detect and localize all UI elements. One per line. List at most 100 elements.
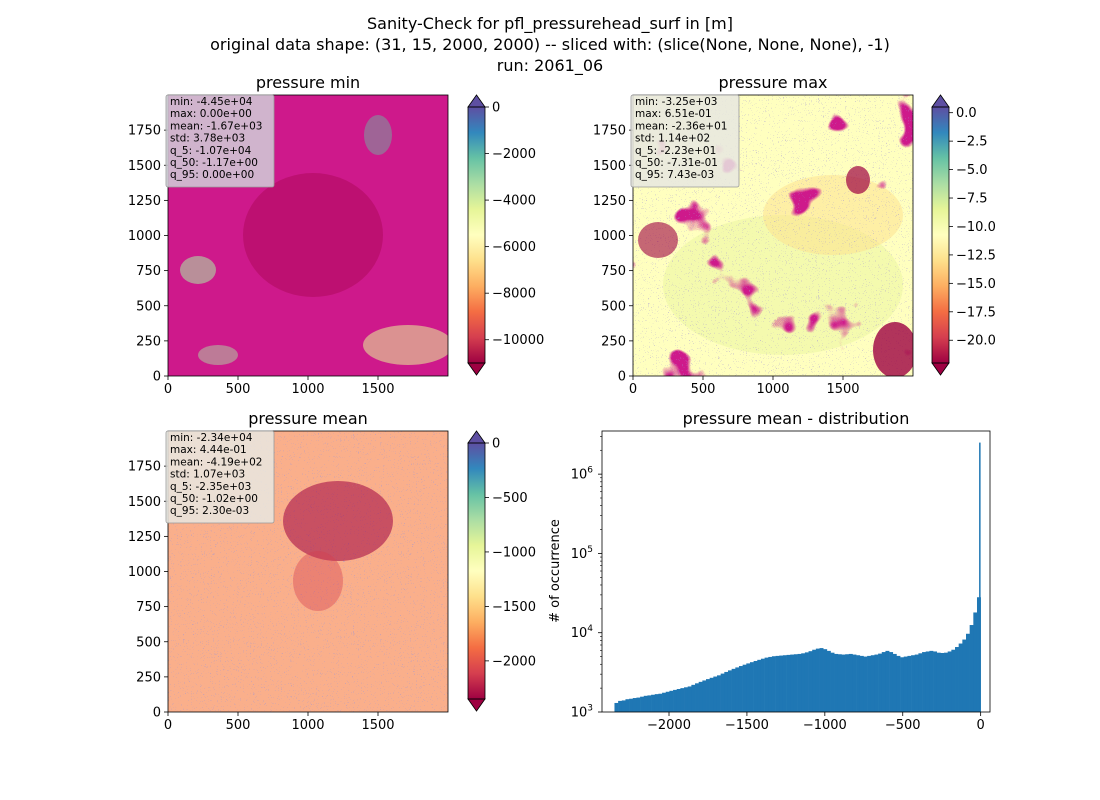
histogram-bar [654, 694, 659, 712]
stats-line: q_95: 2.30e-03 [170, 505, 249, 517]
colorbar-frame [467, 442, 486, 700]
y-tick-label: 1750 [128, 460, 161, 475]
histogram-bar [892, 653, 897, 712]
y-tick-label: 1000 [128, 229, 161, 244]
histogram-bar [746, 663, 751, 712]
colorbar-tick-label: −10.0 [956, 220, 996, 235]
histogram-bar [621, 700, 626, 712]
histogram-bars [614, 442, 981, 712]
histogram-bar [684, 687, 689, 712]
histogram-bar [716, 675, 721, 712]
x-tick-label: 500 [226, 718, 251, 733]
histogram-bar [826, 650, 831, 712]
y-tick-label: 750 [601, 264, 626, 279]
stats-line: std: 1.14e+02 [635, 133, 710, 145]
histogram-bar [618, 700, 623, 712]
stats-line: min: -2.34e+04 [170, 432, 253, 444]
histogram-bar [874, 654, 879, 712]
y-tick-label: 250 [601, 334, 626, 349]
histogram-bar [900, 657, 905, 712]
histogram-bar [870, 655, 875, 712]
histogram-bar [918, 653, 923, 712]
x-tick-label: 1000 [291, 718, 324, 733]
histogram-bar [614, 702, 619, 712]
histogram-bar [911, 655, 916, 712]
panel-title: pressure mean [248, 409, 368, 428]
histogram-bar [947, 651, 952, 712]
colorbar: 0.0 −2.5 −5.0 −7.5 −10.0 −12.5 −15.0 −17.5 −20.0 [931, 94, 996, 376]
histogram-bar [720, 673, 725, 712]
histogram-bar [669, 690, 674, 712]
histogram-bar [896, 655, 901, 712]
x-tick-label: 1500 [826, 382, 859, 397]
colorbar-extend-max [467, 94, 486, 108]
colorbar-tick-label: −6000 [492, 240, 536, 255]
histogram-bar [848, 653, 853, 712]
stats-line: q_95: 7.43e-03 [635, 169, 714, 181]
x-tick-label: −2000 [647, 718, 691, 733]
x-tick-label: 500 [226, 382, 251, 397]
colorbar-tick-label: −8000 [492, 287, 536, 302]
y-tick-label: 750 [136, 600, 161, 615]
histogram-bar [760, 658, 765, 712]
colorbar-tick-label: −2.5 [956, 135, 988, 150]
histogram-bar [863, 656, 868, 712]
y-tick-label: 1000 [593, 229, 626, 244]
histogram-bar [764, 657, 769, 712]
figure-title-line-2: original data shape: (31, 15, 2000, 2000… [210, 35, 890, 54]
y-tick-label: 1500 [128, 495, 161, 510]
colorbar-frame [467, 106, 486, 364]
y-tick-label: 1500 [593, 159, 626, 174]
y-tick-label: 1500 [128, 159, 161, 174]
y-tick-label: 1000 [128, 565, 161, 580]
heatmap-image [168, 431, 448, 712]
histogram-bar [662, 692, 667, 712]
x-tick-label: 0 [164, 718, 172, 733]
panel-pressure-min: pressure min 0 500 1000 1500 0 250 500 750 1000 1… [128, 73, 544, 397]
x-tick-label: 0 [977, 718, 985, 733]
histogram-bar [907, 655, 912, 712]
histogram-bar [969, 625, 974, 712]
stats-line: q_95: 0.00e+00 [170, 169, 254, 181]
histogram-bar [738, 666, 743, 712]
histogram-bar [727, 670, 732, 712]
y-tick-label: 105 [571, 545, 593, 562]
histogram-spike-bar [979, 442, 981, 712]
histogram-bar [695, 683, 699, 712]
histogram-bar [804, 652, 809, 712]
histogram-bar [793, 654, 798, 712]
y-tick-label: 106 [571, 466, 594, 483]
histogram-bar [651, 694, 656, 712]
histogram-bar [768, 656, 773, 712]
histogram-bar [731, 668, 736, 712]
y-tick-label: 1250 [128, 530, 161, 545]
figure-title-line-1: Sanity-Check for pfl_pressurehead_surf i… [367, 14, 733, 34]
colorbar-frame [931, 106, 950, 364]
histogram-bar [845, 654, 850, 712]
colorbar-tick-label: −7.5 [956, 192, 988, 207]
histogram-bar [625, 699, 630, 712]
histogram-bar [878, 653, 883, 712]
histogram-bar [973, 612, 978, 712]
histogram-bar [676, 689, 681, 712]
histogram-bar [889, 652, 894, 712]
histogram-bar [856, 655, 861, 712]
stats-line: q_5: -2.23e+01 [635, 145, 716, 157]
histogram-bar [673, 689, 678, 712]
histogram-bar [691, 684, 696, 712]
x-tick-label: −500 [885, 718, 921, 733]
colorbar-tick-label: −12.5 [956, 248, 996, 263]
stats-line: q_50: -1.02e+00 [170, 493, 258, 505]
histogram-bar [658, 693, 663, 712]
x-tick-label: 0 [629, 382, 637, 397]
y-tick-label: 500 [136, 635, 161, 650]
histogram-bar [834, 653, 839, 712]
histogram-bar [966, 633, 970, 712]
stats-line: q_5: -1.07e+04 [170, 145, 252, 157]
stats-line: mean: -4.19e+02 [170, 456, 262, 468]
histogram-bar [925, 651, 930, 712]
y-tick-label: 1250 [128, 194, 161, 209]
histogram-bar [632, 698, 637, 712]
colorbar-gradient [468, 107, 485, 363]
y-tick-label: 0 [153, 706, 161, 721]
